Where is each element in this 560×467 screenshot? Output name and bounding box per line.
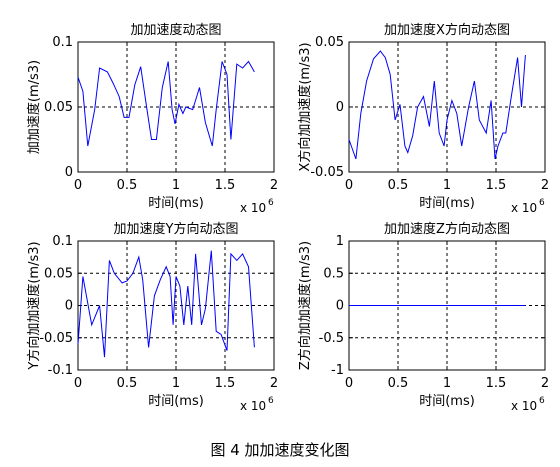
chart2-y-tick-label: 0.05 <box>315 35 344 50</box>
chart2-x-multiplier-exponent: 6 <box>539 198 545 208</box>
chart3-x-tick-label: 0.5 <box>117 376 138 391</box>
chart3-y-tick-label: -0.05 <box>39 331 73 346</box>
chart1-y-axis-label: 加加速度(m/s3) <box>26 60 42 154</box>
chart3-x-multiplier-exponent: 6 <box>268 396 274 406</box>
chart1-y-tick-label: 0.1 <box>52 35 73 50</box>
chart4-x-tick-label: 0 <box>345 376 353 391</box>
chart3-x-axis-label: 时间(ms) <box>148 394 204 409</box>
chart4-x-tick-label: 1 <box>443 376 451 391</box>
chart1-x-tick-label: 2 <box>270 178 278 193</box>
chart2-x-tick-label: 0.5 <box>388 178 409 193</box>
chart2-x-tick-label: 2 <box>541 178 549 193</box>
chart3-series-line <box>77 250 255 358</box>
chart3-y-axis-label: Y方向加加速度(m/s3) <box>26 241 42 370</box>
chart4-y-tick-label: 0.5 <box>323 266 344 281</box>
chart1-x-multiplier: x 10 <box>240 201 266 215</box>
chart1-series-line <box>77 60 255 147</box>
chart3-title: 加加速度Y方向动态图 <box>114 221 239 237</box>
chart2-y-tick-label: -0.05 <box>310 165 344 180</box>
chart2-x-tick-label: 1.5 <box>486 178 507 193</box>
chart3-x-tick-label: 1 <box>172 376 180 391</box>
chart2-x-tick-label: 1 <box>443 178 451 193</box>
chart2-x-axis-label: 时间(ms) <box>419 196 475 211</box>
chart1-x-tick-label: 1.5 <box>215 178 236 193</box>
chart1-x-multiplier-exponent: 6 <box>268 198 274 208</box>
chart1-x-tick-label: 0 <box>74 178 82 193</box>
chart4-y-tick-label: -1 <box>331 363 344 378</box>
chart4-x-multiplier: x 10 <box>511 399 537 413</box>
chart1-y-tick-label: 0 <box>65 165 73 180</box>
chart3-x-tick-label: 0 <box>74 376 82 391</box>
chart1-x-tick-label: 0.5 <box>117 178 138 193</box>
chart2-y-axis-label: X方向加加速度(m/s3) <box>297 42 313 171</box>
chart1-x-tick-label: 1 <box>172 178 180 193</box>
chart4-x-tick-label: 1.5 <box>486 376 507 391</box>
chart2-series-line <box>348 50 526 160</box>
figure-caption: 图 4 加加速度变化图 <box>210 441 350 459</box>
chart2-x-tick-label: 0 <box>345 178 353 193</box>
chart3-y-tick-label: 0 <box>65 299 73 314</box>
chart3-x-multiplier: x 10 <box>240 399 266 413</box>
chart4-x-multiplier-exponent: 6 <box>539 396 545 406</box>
chart4-title: 加加速度Z方向动态图 <box>384 221 510 237</box>
chart3-y-tick-label: 0.05 <box>44 266 73 281</box>
chart4-x-tick-label: 0.5 <box>388 376 409 391</box>
chart2-title: 加加速度X方向动态图 <box>384 22 510 38</box>
chart3-x-tick-label: 2 <box>270 376 278 391</box>
chart4-y-tick-label: 1 <box>336 234 344 249</box>
chart3-x-tick-label: 1.5 <box>215 376 236 391</box>
chart2-x-multiplier: x 10 <box>511 201 537 215</box>
chart4-x-tick-label: 2 <box>541 376 549 391</box>
chart4-y-tick-label: -0.5 <box>319 331 344 346</box>
chart3-y-tick-label: 0.1 <box>52 234 73 249</box>
chart2-y-tick-label: 0 <box>336 100 344 115</box>
chart4-y-axis-label: Z方向加加速度(m/s3) <box>297 241 313 370</box>
chart3-y-tick-label: -0.1 <box>48 363 73 378</box>
chart1-x-axis-label: 时间(ms) <box>148 196 204 211</box>
chart4-x-axis-label: 时间(ms) <box>419 394 475 409</box>
chart1-y-tick-label: 0.05 <box>44 100 73 115</box>
chart1-title: 加加速度动态图 <box>130 22 221 38</box>
chart4-y-tick-label: 0 <box>336 299 344 314</box>
